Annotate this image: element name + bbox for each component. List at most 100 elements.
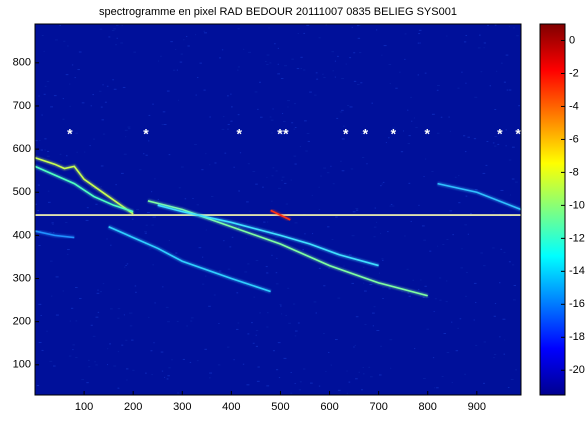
noise [97, 311, 100, 313]
noise [421, 225, 425, 227]
noise [306, 133, 310, 135]
noise [84, 151, 86, 153]
noise [457, 87, 460, 89]
noise [94, 361, 96, 363]
noise [449, 210, 453, 212]
noise [46, 150, 50, 152]
noise [95, 316, 99, 318]
noise [287, 287, 290, 289]
noise [179, 61, 183, 63]
noise [401, 291, 403, 293]
noise [417, 289, 420, 291]
noise [337, 297, 341, 299]
noise [460, 267, 464, 269]
x-tick-label: 700 [369, 401, 387, 413]
noise [483, 47, 485, 49]
noise [133, 51, 136, 53]
noise [145, 372, 147, 374]
noise [437, 245, 439, 247]
noise [131, 218, 134, 220]
noise [227, 268, 231, 270]
noise [117, 308, 121, 310]
noise [297, 33, 299, 35]
noise [53, 95, 57, 97]
noise [277, 342, 281, 344]
trace [34, 165, 134, 213]
noise [406, 268, 409, 270]
noise [500, 62, 503, 64]
noise [247, 220, 249, 222]
noise [196, 77, 199, 79]
noise [266, 177, 268, 179]
noise [518, 105, 521, 107]
noise [325, 371, 327, 373]
noise [493, 315, 496, 317]
noise [475, 301, 477, 303]
noise [98, 90, 102, 92]
noise [95, 364, 98, 366]
noise [191, 317, 194, 319]
noise [37, 237, 41, 239]
noise [388, 288, 391, 290]
noise [463, 41, 467, 43]
noise [244, 271, 248, 273]
noise [79, 298, 82, 300]
noise [198, 247, 202, 249]
noise [266, 221, 269, 223]
noise [466, 271, 468, 273]
noise [284, 182, 287, 184]
noise [78, 51, 82, 53]
noise [505, 145, 507, 147]
noise [124, 266, 126, 268]
noise [180, 166, 184, 168]
noise [516, 35, 519, 37]
noise [167, 321, 170, 323]
noise [69, 105, 71, 107]
noise [67, 249, 70, 251]
noise [269, 116, 272, 118]
noise [465, 34, 468, 36]
noise [195, 34, 197, 36]
noise [364, 323, 367, 325]
noise [69, 83, 71, 85]
noise [168, 240, 171, 242]
noise [255, 329, 259, 331]
noise [508, 89, 512, 91]
noise [256, 380, 260, 382]
noise [122, 86, 126, 88]
noise [420, 279, 422, 281]
noise [302, 368, 306, 370]
noise [485, 164, 488, 166]
noise [167, 375, 170, 377]
noise [304, 233, 306, 235]
noise [362, 366, 364, 368]
noise [44, 149, 46, 151]
noise [355, 209, 359, 211]
noise [275, 369, 279, 371]
noise [211, 195, 214, 197]
colorbar-tick-label: -10 [569, 199, 585, 211]
noise [366, 163, 368, 165]
noise [43, 93, 46, 95]
noise [293, 155, 297, 157]
noise [252, 171, 256, 173]
noise [237, 114, 240, 116]
noise [353, 80, 357, 82]
noise [75, 320, 78, 322]
noise [381, 258, 384, 260]
noise [124, 129, 128, 131]
noise [70, 307, 74, 309]
noise [345, 63, 347, 65]
colorbar-tick-label: -14 [569, 265, 585, 277]
noise [512, 299, 516, 301]
noise [115, 25, 119, 27]
noise [271, 254, 273, 256]
noise [125, 265, 127, 267]
noise [127, 126, 131, 128]
noise [382, 286, 385, 288]
noise [304, 120, 307, 122]
noise [364, 290, 367, 292]
noise [298, 389, 302, 391]
noise [275, 170, 278, 172]
noise [446, 352, 450, 354]
